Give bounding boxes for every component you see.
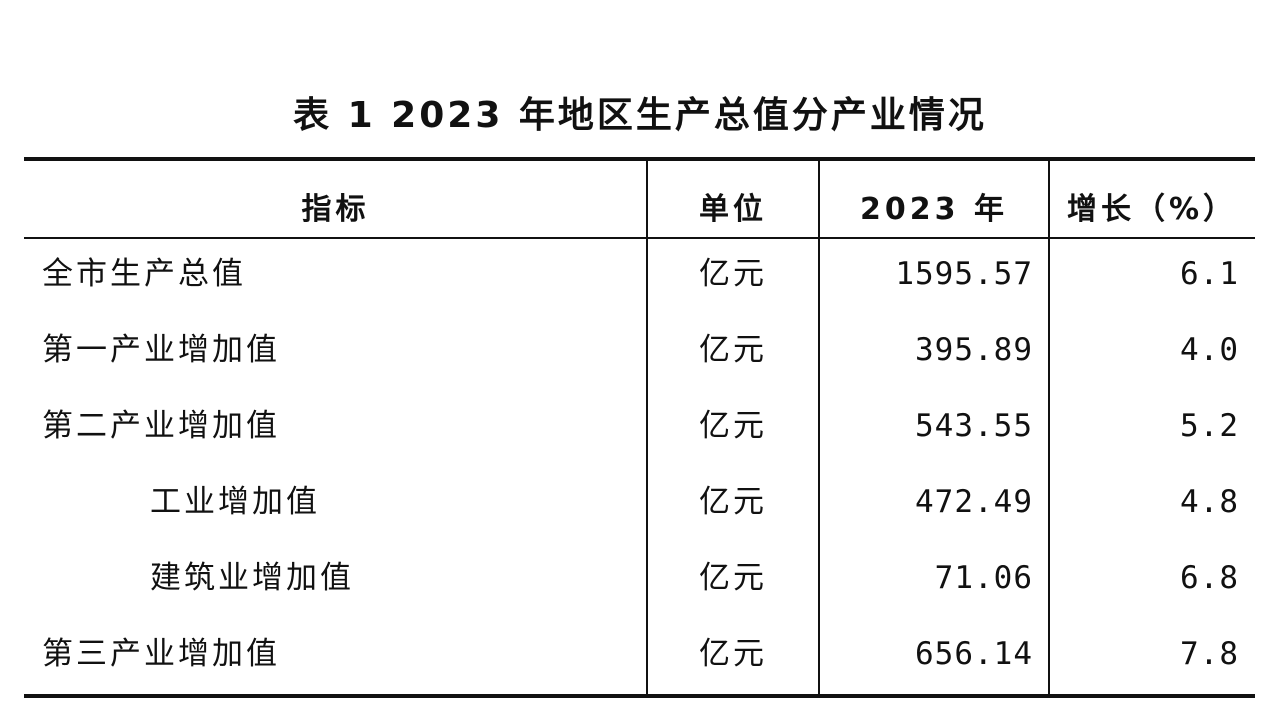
unit-cell: 亿元 — [699, 484, 767, 520]
value-cell: 543.55 — [915, 408, 1033, 444]
column-header: 指标 — [301, 192, 370, 227]
unit-cell: 亿元 — [699, 408, 767, 444]
table-title: 表 1 2023 年地区生产总值分产业情况 — [293, 95, 987, 136]
bottom-rule — [24, 694, 1255, 698]
top-rule — [24, 157, 1255, 161]
row-label: 第二产业增加值 — [42, 408, 280, 444]
value-cell: 71.06 — [934, 560, 1033, 596]
value-cell: 472.49 — [915, 484, 1033, 520]
growth-cell: 5.2 — [1180, 408, 1239, 444]
column-header: 2023 年 — [860, 192, 1008, 227]
growth-cell: 7.8 — [1180, 636, 1239, 672]
header-rule — [24, 237, 1255, 239]
row-label: 建筑业增加值 — [150, 560, 354, 596]
column-header: 增长（%） — [1066, 192, 1238, 227]
growth-cell: 6.8 — [1180, 560, 1239, 596]
unit-cell: 亿元 — [699, 560, 767, 596]
growth-cell: 6.1 — [1180, 256, 1239, 292]
value-cell: 1595.57 — [895, 256, 1033, 292]
row-label: 第三产业增加值 — [42, 636, 280, 672]
column-divider — [1048, 160, 1050, 695]
value-cell: 656.14 — [915, 636, 1033, 672]
row-label: 工业增加值 — [150, 484, 320, 520]
unit-cell: 亿元 — [699, 636, 767, 672]
column-header: 单位 — [699, 192, 767, 227]
unit-cell: 亿元 — [699, 256, 767, 292]
row-label: 第一产业增加值 — [42, 332, 280, 368]
unit-cell: 亿元 — [699, 332, 767, 368]
column-divider — [818, 160, 820, 695]
growth-cell: 4.0 — [1180, 332, 1239, 368]
column-divider — [646, 160, 648, 695]
row-label: 全市生产总值 — [42, 256, 246, 292]
value-cell: 395.89 — [915, 332, 1033, 368]
growth-cell: 4.8 — [1180, 484, 1239, 520]
